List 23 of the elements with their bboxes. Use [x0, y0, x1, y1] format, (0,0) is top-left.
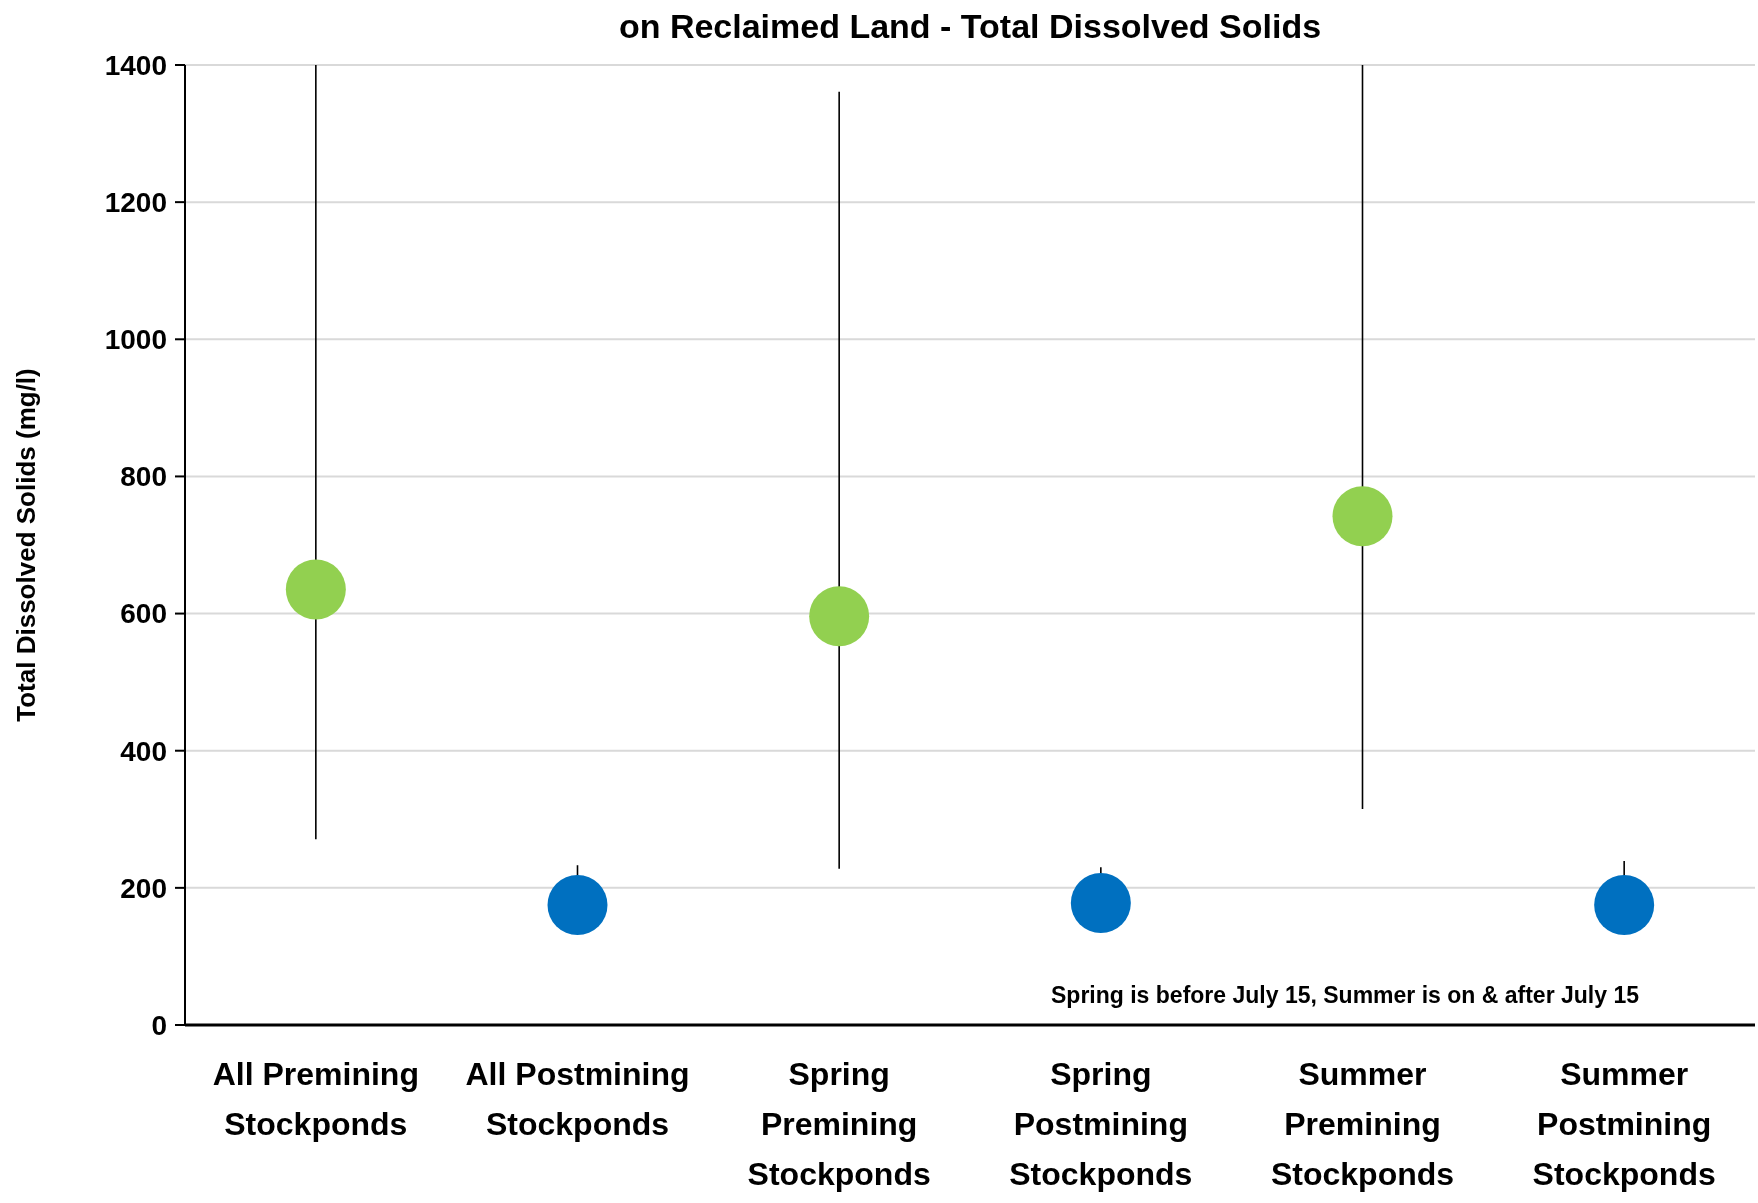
- point: [547, 875, 608, 935]
- x-tick-label: All Premining Stockponds: [212, 1056, 419, 1142]
- y-tick-label: 0: [151, 1009, 167, 1041]
- y-axis-title: Total Dissolved Solids (mg/l): [11, 368, 41, 722]
- x-tick-label: Summer Postmining Stockponds: [1532, 1056, 1716, 1192]
- annotation: Spring is before July 15, Summer is on & after July 15: [1051, 982, 1640, 1008]
- point: [1332, 486, 1393, 547]
- y-tick-label: 1000: [104, 324, 167, 356]
- x-tick-label: Spring Postmining Stockponds: [1009, 1056, 1193, 1192]
- chart-title: on Reclaimed Land - Total Dissolved Solids: [618, 7, 1322, 45]
- point: [809, 586, 870, 647]
- y-tick-label: 800: [120, 461, 167, 493]
- x-tick-label: All Postmining Stockponds: [465, 1056, 690, 1142]
- point: [285, 559, 346, 620]
- x-tick-label: Summer Premining Stockponds: [1270, 1056, 1455, 1192]
- y-tick-label: 1200: [104, 186, 167, 218]
- point: [1070, 872, 1131, 933]
- y-tick-label: 200: [120, 872, 167, 904]
- y-tick-label: 1400: [104, 49, 167, 81]
- point: [1594, 875, 1655, 935]
- y-tick-label: 400: [120, 735, 167, 767]
- y-tick-label: 600: [120, 598, 167, 630]
- x-tick-label: Spring Premining Stockponds: [747, 1056, 931, 1192]
